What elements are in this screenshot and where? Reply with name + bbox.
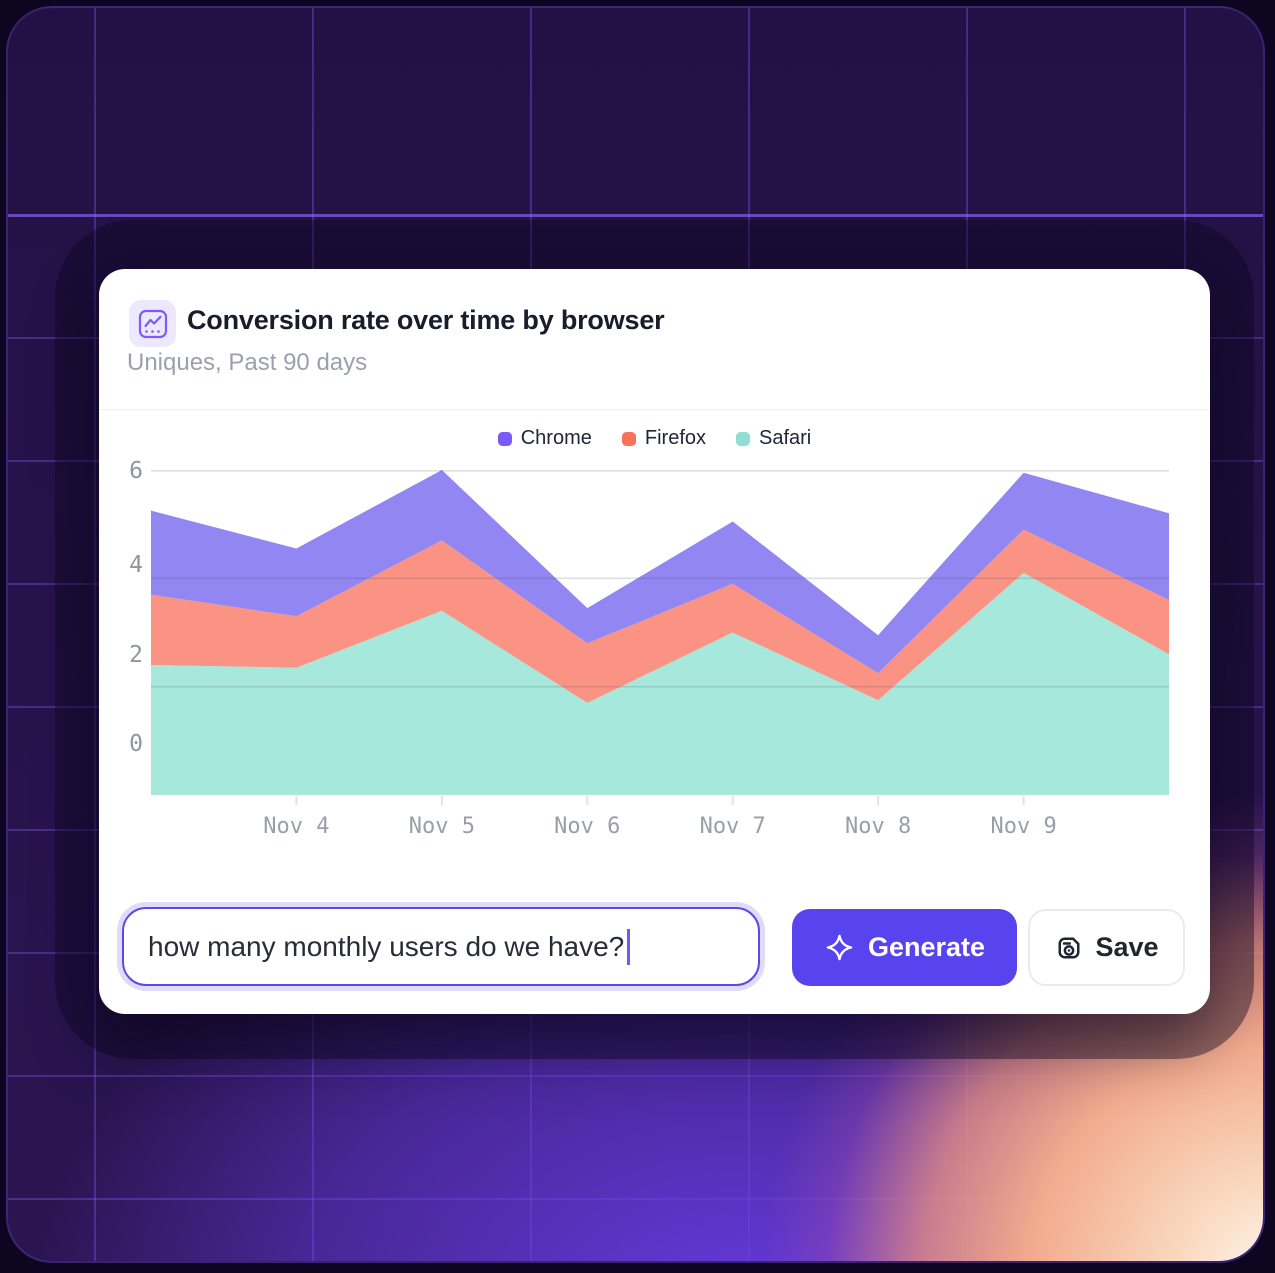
x-axis-labels: Nov 4 Nov 5 Nov 6 Nov 7 Nov 8 Nov 9 [151, 813, 1169, 841]
firefox-swatch [621, 431, 636, 446]
line-chart-icon [138, 309, 167, 338]
y-axis-label: 6 [129, 458, 143, 484]
query-input[interactable]: how many monthly users do we have? [122, 907, 760, 986]
generate-button-label: Generate [867, 932, 986, 962]
chart-card: Conversion rate over time by browser Uni… [99, 269, 1210, 1014]
header-divider [99, 409, 1210, 410]
chart-plot [151, 470, 1169, 805]
stacked-area-chart [151, 470, 1169, 806]
x-axis-label: Nov 7 [699, 814, 766, 839]
page-subtitle: Uniques, Past 90 days [127, 349, 368, 376]
x-axis-label: Nov 6 [554, 814, 621, 839]
query-input-value: how many monthly users do we have? [148, 930, 625, 962]
area-series-safari [151, 572, 1169, 795]
generate-button[interactable]: Generate [792, 909, 1017, 986]
save-icon [1058, 937, 1080, 958]
x-axis-label: Nov 4 [263, 814, 330, 839]
chrome-swatch [497, 431, 512, 446]
x-axis-label: Nov 9 [990, 814, 1057, 839]
legend-item-safari[interactable]: Safari [736, 427, 811, 450]
y-axis-label: 4 [129, 552, 143, 578]
save-button-label: Save [1095, 932, 1159, 962]
y-axis-label: 2 [129, 642, 143, 668]
legend-item-chrome[interactable]: Chrome [497, 427, 592, 450]
area-series-firefox [151, 529, 1169, 703]
x-axis-ticks [295, 796, 1025, 805]
sparkle-icon [826, 934, 853, 961]
safari-swatch [736, 431, 750, 446]
page-title: Conversion rate over time by browser [187, 305, 665, 335]
chart-icon [129, 300, 176, 347]
y-axis-label: 0 [129, 731, 143, 757]
chart-areas [151, 470, 1169, 795]
legend-label: Chrome [520, 427, 592, 449]
x-axis-label: Nov 8 [844, 814, 912, 839]
legend-item-firefox[interactable]: Firefox [621, 427, 706, 450]
background-panel: Conversion rate over time by browser Uni… [6, 6, 1265, 1263]
chart-gridlines [151, 470, 1169, 688]
x-axis-label: Nov 5 [408, 814, 476, 839]
y-axis-labels: 6 4 2 0 [99, 269, 143, 769]
legend-label: Firefox [644, 427, 706, 449]
legend-label: Safari [759, 427, 812, 449]
area-series-chrome [151, 470, 1169, 674]
save-button[interactable]: Save [1028, 909, 1185, 986]
text-caret [627, 928, 630, 965]
chart-legend: Chrome Firefox Safari [99, 427, 1210, 450]
